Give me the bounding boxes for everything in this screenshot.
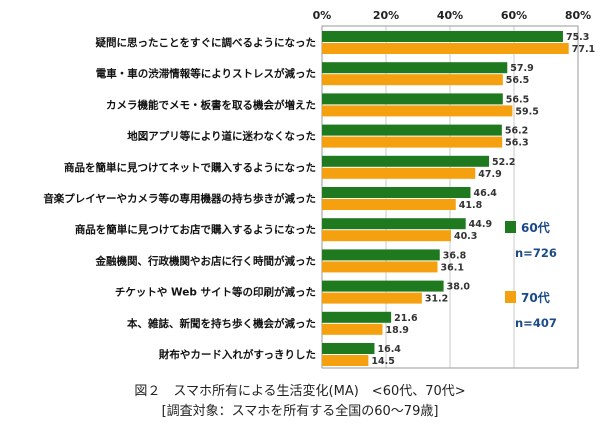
data-label: 31.2	[425, 294, 448, 305]
legend-sample-size: n=726	[515, 246, 557, 260]
data-label: 46.4	[473, 188, 497, 199]
legend-swatch-60s	[505, 221, 516, 233]
data-label: 59.5	[515, 106, 538, 117]
data-label: 56.5	[506, 94, 529, 105]
category-label: 音楽プレイヤーやカメラ等の専用機器の持ち歩きが減った	[43, 192, 316, 205]
bar-60s	[322, 280, 444, 292]
data-label: 21.6	[394, 313, 418, 324]
bar-60s	[322, 93, 503, 105]
x-tick-label: 0%	[313, 9, 332, 22]
data-label: 16.4	[377, 344, 401, 355]
x-tick-label: 60%	[501, 9, 527, 22]
bar-60s	[322, 155, 490, 167]
bar-70s	[322, 167, 476, 179]
legend-label: 60代	[521, 220, 550, 235]
bar-70s	[322, 261, 438, 273]
data-label: 56.2	[505, 126, 528, 137]
category-label: 本、雑誌、新聞を持ち歩く機会が減った	[127, 317, 316, 330]
bar-60s	[322, 249, 440, 261]
data-label: 52.2	[492, 157, 515, 168]
data-label: 18.9	[385, 325, 408, 336]
data-label: 38.0	[447, 282, 471, 293]
category-label: 金融機関、行政機関やお店に行く時間が減った	[95, 254, 317, 267]
data-label: 14.5	[371, 356, 394, 367]
bar-60s	[322, 31, 563, 42]
bar-70s	[322, 105, 513, 117]
category-label: 疑問に思ったことをすぐに調べるようになった	[96, 36, 317, 49]
bar-70s	[322, 43, 569, 54]
x-tick-label: 20%	[373, 9, 399, 22]
bar-60s	[322, 62, 508, 74]
data-label: 47.9	[478, 169, 501, 180]
data-label: 41.8	[459, 200, 483, 211]
bar-60s	[322, 311, 392, 323]
data-label: 36.8	[443, 250, 467, 261]
bar-70s	[322, 136, 503, 148]
bar-70s	[322, 199, 456, 210]
data-label: 56.5	[506, 75, 529, 86]
data-label: 77.1	[572, 44, 595, 55]
data-label: 56.3	[505, 138, 528, 149]
bar-70s	[322, 355, 369, 366]
category-label: 地図アプリ等により道に迷わなくなった	[127, 130, 316, 143]
figure-caption-title: 図２ スマホ所有による生活変化(MA) <60代、70代>	[134, 384, 466, 399]
bar-60s	[322, 187, 471, 198]
data-label: 57.9	[510, 63, 533, 74]
bar-chart: 0% 20% 40% 60% 80%疑問に思ったことをすぐに調べるようになった 75.37…	[43, 9, 595, 369]
data-label: 44.9	[469, 219, 492, 230]
x-tick-label: 80%	[565, 9, 591, 22]
category-label: 商品を簡単に見つけてお店で購入するようになった	[75, 223, 316, 236]
data-label: 36.1	[441, 262, 464, 273]
category-label: 商品を簡単に見つけてネットで購入するようになった	[64, 161, 316, 174]
bar-60s	[322, 124, 502, 136]
bar-60s	[322, 218, 466, 230]
category-label: カメラ機能でメモ・板書を取る機会が増えた	[106, 98, 316, 111]
figure-caption-subtitle: [調査対象：スマホを所有する全国の60～79歳]	[161, 404, 439, 419]
legend-label: 70代	[521, 290, 550, 305]
data-label: 40.3	[454, 231, 477, 242]
bar-70s	[322, 74, 503, 86]
legend-swatch-70s	[505, 291, 516, 303]
bar-70s	[322, 230, 451, 242]
category-label: 財布やカード入れがすっきりした	[158, 348, 316, 361]
bar-70s	[322, 292, 422, 304]
legend-sample-size: n=407	[515, 316, 557, 330]
x-tick-label: 40%	[437, 9, 463, 22]
bar-60s	[322, 343, 375, 354]
data-label: 75.3	[566, 32, 589, 43]
category-label: 電車・車の渋滞情報等によりストレスが減った	[96, 67, 316, 80]
bar-70s	[322, 323, 383, 335]
category-label: チケットや Web サイト等の印刷が減った	[115, 286, 316, 299]
